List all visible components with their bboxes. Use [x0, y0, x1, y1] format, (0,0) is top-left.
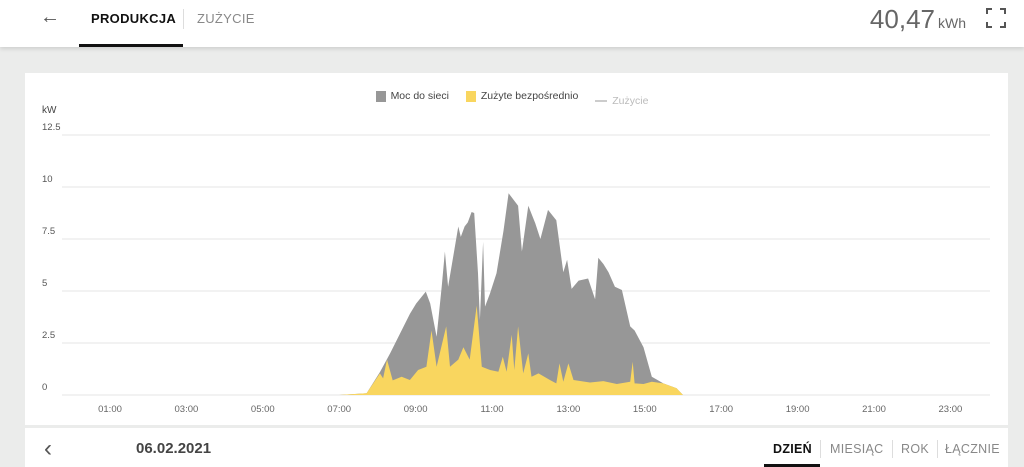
x-tick-label: 17:00: [709, 404, 733, 415]
y-tick-label: 10: [42, 174, 53, 185]
x-tick-label: 11:00: [480, 404, 503, 415]
y-axis-label: kW: [42, 105, 57, 116]
tab-divider: [183, 9, 184, 29]
period-lacznie[interactable]: ŁĄCZNIE: [945, 442, 1000, 456]
legend-zuzyte-bezposrednio[interactable]: Zużyte bezpośrednio: [465, 90, 579, 102]
x-tick-label: 23:00: [939, 404, 963, 415]
period-dzien[interactable]: DZIEŃ: [773, 442, 812, 456]
current-date: 06.02.2021: [136, 440, 212, 457]
period-rok[interactable]: ROK: [901, 442, 929, 456]
y-tick-label: 5: [42, 278, 47, 289]
x-tick-label: 05:00: [251, 404, 275, 415]
chart: kW 0 2.5 5 7.5 10 12.5 01:00 03:00 05:00 07:00 09:0…: [42, 105, 990, 415]
y-tick-label: 12.5: [42, 122, 61, 133]
period-miesiac[interactable]: MIESIĄC: [830, 442, 884, 456]
x-tick-label: 01:00: [98, 404, 122, 415]
total-value: 40,47: [869, 4, 935, 34]
x-tick-label: 09:00: [404, 404, 428, 415]
chart-legend: Moc do sieci Zużyte bezpośrednio Zużycie: [0, 90, 1024, 107]
period-divider: [892, 440, 893, 458]
y-tick-label: 2.5: [42, 330, 55, 341]
active-period-indicator: [764, 464, 820, 467]
total-energy: 40,47 kWh: [870, 4, 966, 35]
area-moc-do-sieci: [339, 193, 683, 395]
x-tick-label: 21:00: [862, 404, 886, 415]
area-zuzyte-bezposrednio: [339, 305, 683, 395]
total-unit: kWh: [938, 15, 966, 31]
chevron-left-icon[interactable]: ‹: [44, 435, 52, 462]
fullscreen-icon[interactable]: [986, 8, 1006, 28]
x-tick-label: 03:00: [175, 404, 199, 415]
period-divider: [820, 440, 821, 458]
x-tick-label: 19:00: [786, 404, 810, 415]
legend-zuzycie[interactable]: Zużycie: [595, 95, 648, 107]
legend-label: Moc do sieci: [390, 90, 449, 102]
legend-label: Zużycie: [612, 94, 649, 107]
top-bar: ← PRODUKCJA ZUŻYCIE 40,47 kWh: [0, 0, 1024, 47]
arrow-left-icon[interactable]: ←: [40, 6, 60, 28]
x-tick-label: 15:00: [633, 404, 657, 415]
legend-label: Zużyte bezpośrednio: [480, 90, 579, 102]
tab-produkcja[interactable]: PRODUKCJA: [91, 11, 177, 26]
y-tick-label: 7.5: [42, 226, 55, 237]
date-bar: [25, 428, 1008, 467]
x-tick-label: 07:00: [327, 404, 351, 415]
active-tab-indicator: [79, 44, 183, 47]
x-tick-label: 13:00: [557, 404, 581, 415]
legend-moc-do-sieci[interactable]: Moc do sieci: [375, 90, 449, 102]
tab-zuzycie[interactable]: ZUŻYCIE: [197, 11, 255, 26]
y-tick-label: 0: [42, 382, 47, 393]
period-divider: [937, 440, 938, 458]
